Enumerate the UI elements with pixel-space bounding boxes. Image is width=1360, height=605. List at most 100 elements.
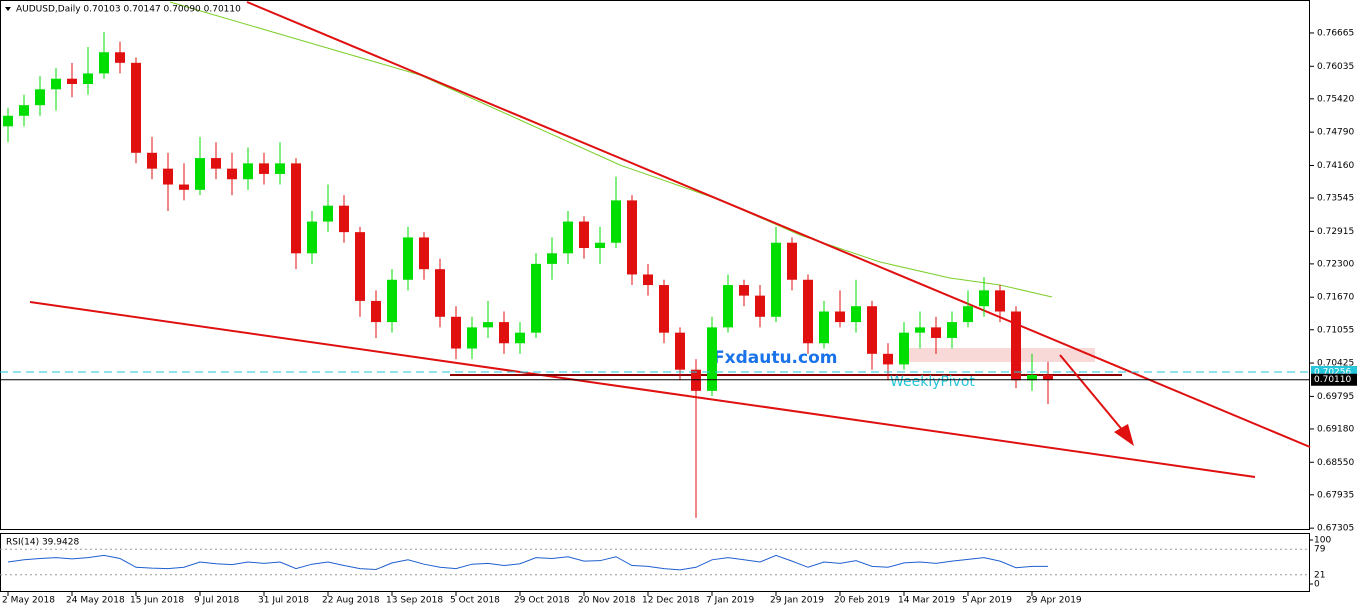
y-tick-label: 0.74160 (1317, 161, 1354, 171)
candle-body (947, 322, 957, 338)
candle-body (483, 322, 493, 328)
y-tick-label: 0.72300 (1317, 259, 1354, 269)
candle-body (579, 221, 589, 249)
y-tick-label: 0.67305 (1317, 524, 1354, 534)
candle-body (883, 353, 893, 365)
candle-body (83, 73, 93, 85)
candle-body (403, 237, 413, 280)
candle-body (835, 311, 845, 323)
y-tick-label: 0.75420 (1317, 94, 1354, 104)
x-tick-label: 14 Mar 2019 (898, 596, 955, 605)
candle-body (163, 168, 173, 185)
x-tick-label: 15 Jun 2018 (130, 596, 184, 605)
x-tick-label: 9 Jul 2018 (194, 596, 239, 605)
price-label: 0.70256 (1314, 368, 1351, 378)
y-tick-label: 79 (1314, 545, 1326, 555)
candle-body (691, 369, 701, 391)
x-tick-label: 13 Sep 2018 (386, 596, 443, 605)
candle-body (355, 232, 365, 301)
x-tick-label: 29 Oct 2018 (514, 596, 570, 605)
chart-header: AUDUSD,Daily 0.70103 0.70147 0.70090 0.7… (16, 5, 241, 15)
candle-body (851, 306, 861, 323)
candle-body (675, 332, 685, 370)
candle-body (19, 105, 29, 116)
candle-body (243, 163, 253, 180)
watermark: Fxdautu.com (713, 348, 837, 368)
price-label: 0.70110 (1314, 375, 1351, 385)
candle-body (627, 200, 637, 275)
candle-body (275, 163, 285, 174)
arrow (1059, 354, 1125, 433)
y-tick-label: 0.71670 (1317, 293, 1354, 303)
rsi-title: RSI(14) 39.9428 (6, 538, 79, 548)
resistance-zone (900, 348, 1095, 362)
x-tick-label: 24 May 2018 (66, 596, 125, 605)
x-tick-label: 29 Jan 2019 (770, 596, 824, 605)
candle-body (707, 327, 717, 391)
candle-body (323, 205, 333, 222)
x-tick-label: 2 May 2018 (2, 596, 55, 605)
candle-body (963, 306, 973, 323)
y-tick-label: 0.70425 (1317, 359, 1354, 369)
candle-body (931, 327, 941, 338)
y-tick-label: 0.71055 (1317, 325, 1354, 335)
candle-body (915, 327, 925, 333)
candle-body (67, 78, 77, 85)
pivot-label: WeeklyPivot (890, 374, 975, 390)
candle-body (563, 221, 573, 254)
candle-body (1027, 374, 1037, 381)
x-tick-label: 12 Dec 2018 (642, 596, 700, 605)
y-tick-label: 0.74790 (1317, 128, 1354, 138)
candle-body (467, 327, 477, 349)
candle-body (547, 253, 557, 264)
candle-body (515, 332, 525, 344)
x-tick-label: 29 Apr 2019 (1026, 596, 1082, 605)
candle-body (643, 274, 653, 286)
y-tick-label: 0.69795 (1317, 392, 1354, 402)
candle-body (99, 52, 109, 74)
candle-body (531, 263, 541, 333)
candle-body (451, 316, 461, 349)
trend-line (29, 301, 1256, 478)
candle-body (595, 242, 605, 249)
price-panel (0, 0, 1310, 530)
candle-body (979, 290, 989, 307)
y-tick-label: 0.69180 (1317, 424, 1354, 434)
y-tick-label: 0.76665 (1317, 28, 1354, 38)
candle-body (899, 332, 909, 365)
x-tick-label: 20 Nov 2018 (578, 596, 636, 605)
candle-body (51, 78, 61, 90)
x-tick-label: 31 Jul 2018 (258, 596, 309, 605)
candle-body (499, 322, 509, 344)
candle-body (387, 279, 397, 323)
candle-body (787, 242, 797, 280)
y-tick-label: 0.72915 (1317, 227, 1354, 237)
x-tick-label: 20 Feb 2019 (834, 596, 890, 605)
candle-body (371, 300, 381, 323)
x-tick-label: 5 Oct 2018 (450, 596, 500, 605)
x-tick-label: 22 Aug 2018 (322, 596, 380, 605)
rsi-line (7, 554, 1049, 571)
candle-body (739, 285, 749, 296)
candle-body (1011, 311, 1021, 381)
candle-body (755, 295, 765, 317)
candle-body (659, 285, 669, 333)
candle-body (259, 163, 269, 174)
candle-body (147, 152, 157, 169)
x-tick-label: 7 Jan 2019 (706, 596, 754, 605)
y-tick-label: 0.68550 (1317, 458, 1354, 468)
y-tick-label: 0 (1314, 580, 1320, 590)
candle-body (291, 163, 301, 254)
arrow-head (1114, 424, 1134, 446)
y-tick-label: 0.73545 (1317, 194, 1354, 204)
candle-body (1043, 374, 1053, 380)
y-tick-label: 21 (1314, 570, 1325, 580)
candle-body (611, 200, 621, 243)
candle-body (819, 311, 829, 344)
candle-body (307, 221, 317, 254)
candle-body (339, 205, 349, 233)
candle-body (803, 279, 813, 344)
candle-body (995, 290, 1005, 312)
rsi-panel (0, 533, 1310, 592)
